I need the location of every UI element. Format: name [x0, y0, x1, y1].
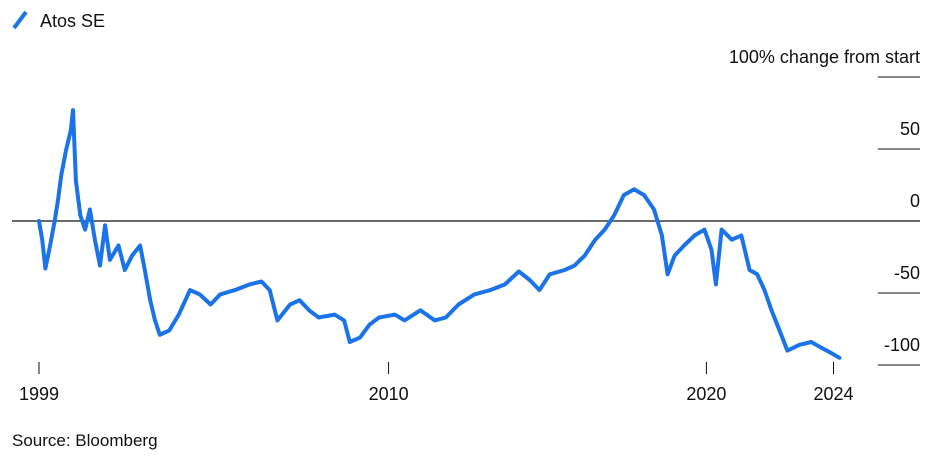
x-tick-label: 1999 [19, 384, 59, 404]
y-tick-label: 100% change from start [729, 47, 920, 67]
legend-swatch [12, 10, 28, 30]
y-tick-label: -100 [884, 335, 920, 355]
x-tick-label: 2020 [686, 384, 726, 404]
y-tick-label: 50 [900, 119, 920, 139]
y-tick-label: 0 [910, 191, 920, 211]
legend-label: Atos SE [40, 11, 105, 31]
source: Source: Bloomberg [12, 431, 158, 450]
series-line [37, 108, 842, 360]
y-tick-label: -50 [894, 263, 920, 283]
x-tick-label: 2010 [369, 384, 409, 404]
x-tick-label: 2024 [813, 384, 853, 404]
